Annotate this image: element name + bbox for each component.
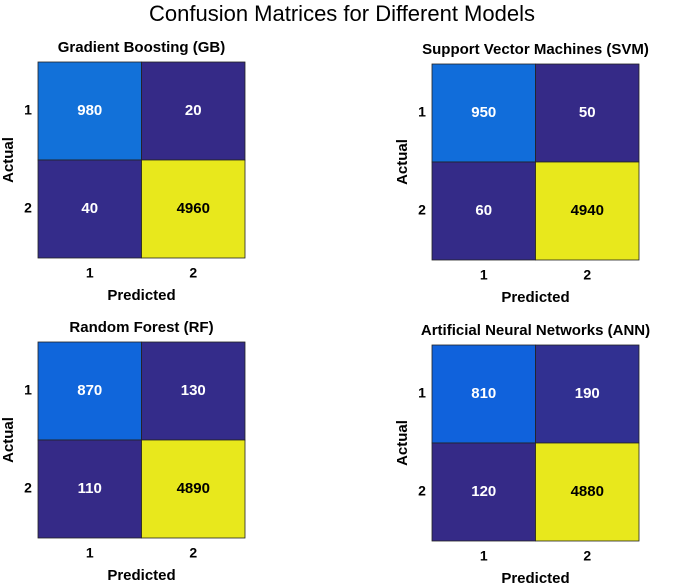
- heatmap-cell: [535, 161, 640, 261]
- heatmap-cell: [141, 159, 246, 259]
- cell-label: 110: [78, 480, 102, 497]
- cell-label: 980: [77, 102, 102, 119]
- y-tick-label: 2: [24, 480, 32, 496]
- figure-title: Confusion Matrices for Different Models: [149, 1, 535, 26]
- cell-label: 4960: [177, 200, 210, 217]
- heatmap-cell: [535, 344, 640, 444]
- cell-label: 190: [575, 385, 600, 402]
- y-tick-label: 1: [24, 102, 32, 118]
- y-tick-label: 2: [418, 202, 426, 218]
- y-tick-label: 2: [24, 200, 32, 216]
- heatmap-cell: [431, 161, 536, 261]
- cell-label: 60: [475, 202, 492, 219]
- heatmap-cell: [141, 61, 246, 161]
- cell-label: 4940: [571, 202, 604, 219]
- panel-title: Gradient Boosting (GB): [58, 39, 226, 56]
- cell-label: 120: [471, 483, 496, 500]
- heatmap-cell: [431, 442, 536, 542]
- x-axis-label: Predicted: [107, 287, 175, 304]
- y-tick-label: 1: [24, 382, 32, 398]
- heatmap-cell: [37, 61, 142, 161]
- x-axis-label: Predicted: [501, 289, 569, 306]
- panel-title: Artificial Neural Networks (ANN): [421, 322, 650, 339]
- y-tick-label: 2: [418, 483, 426, 499]
- cell-label: 870: [77, 382, 102, 399]
- y-tick-label: 1: [418, 104, 426, 120]
- cell-label: 40: [81, 200, 98, 217]
- heatmap-cell: [535, 63, 640, 163]
- cell-label: 4890: [177, 480, 210, 497]
- y-tick-label: 1: [418, 385, 426, 401]
- x-tick-label: 2: [583, 548, 591, 564]
- heatmap-cell: [431, 344, 536, 444]
- panel-title: Random Forest (RF): [69, 319, 213, 336]
- heatmap-cell: [37, 159, 142, 259]
- x-tick-label: 2: [583, 267, 591, 283]
- heatmap-cell: [431, 63, 536, 163]
- x-axis-label: Predicted: [107, 567, 175, 584]
- heatmap-cell: [535, 442, 640, 542]
- y-axis-label: Actual: [394, 139, 411, 185]
- x-tick-label: 2: [189, 265, 197, 281]
- heatmap-cell: [141, 439, 246, 539]
- x-tick-label: 2: [189, 545, 197, 561]
- heatmap-cell: [141, 341, 246, 441]
- x-tick-label: 1: [480, 267, 488, 283]
- panel-title: Support Vector Machines (SVM): [422, 41, 649, 58]
- y-axis-label: Actual: [394, 420, 411, 466]
- x-tick-label: 1: [86, 265, 94, 281]
- x-tick-label: 1: [480, 548, 488, 564]
- x-tick-label: 1: [86, 545, 94, 561]
- cell-label: 950: [471, 104, 496, 121]
- cell-label: 810: [471, 385, 496, 402]
- x-axis-label: Predicted: [501, 570, 569, 587]
- y-axis-label: Actual: [0, 137, 17, 183]
- cell-label: 50: [579, 104, 596, 121]
- cell-label: 130: [181, 382, 206, 399]
- y-axis-label: Actual: [0, 417, 17, 463]
- cell-label: 4880: [571, 483, 604, 500]
- cell-label: 20: [185, 102, 202, 119]
